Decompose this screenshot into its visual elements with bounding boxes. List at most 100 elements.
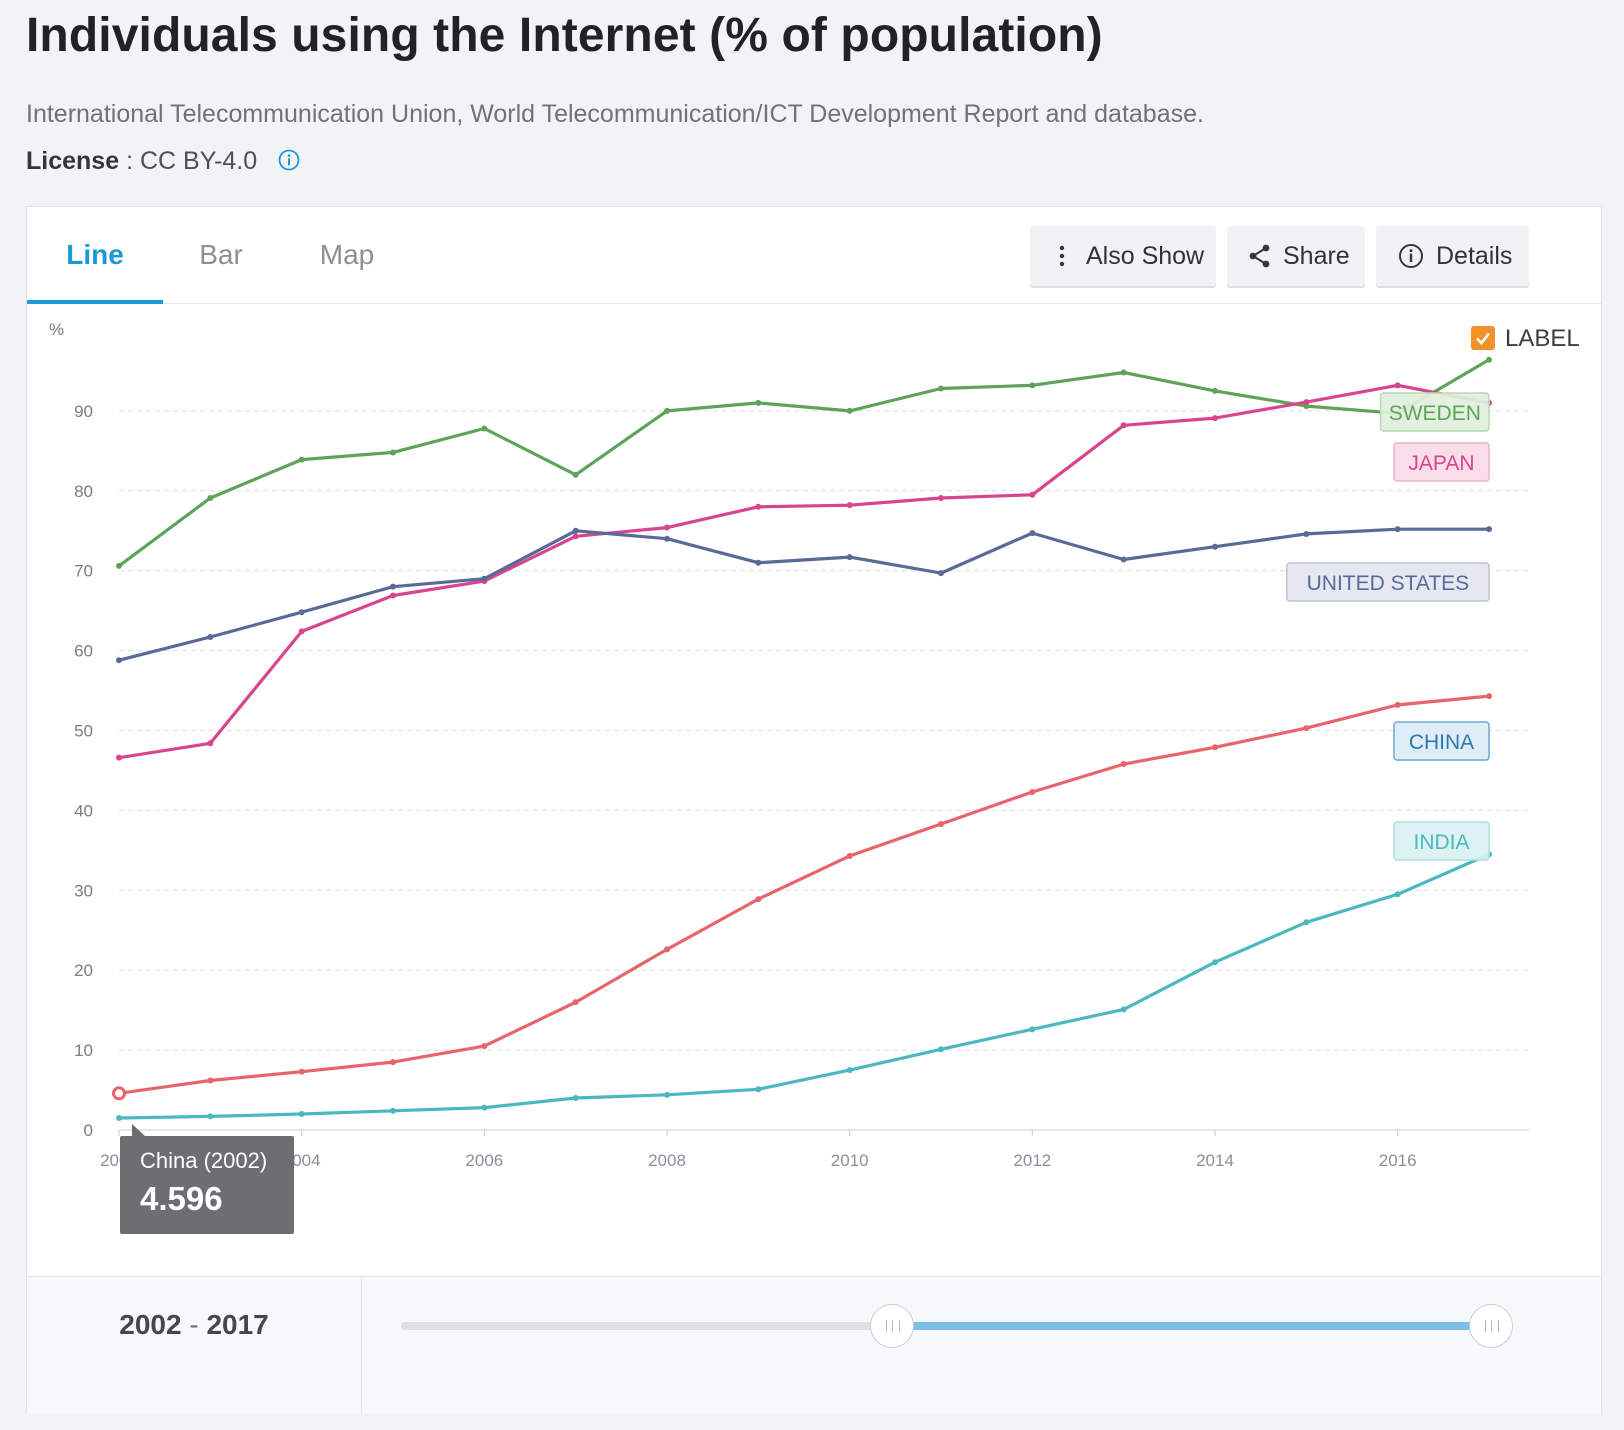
tooltip-pointer	[132, 1124, 145, 1136]
data-point	[572, 533, 579, 540]
details-button[interactable]: Details	[1376, 226, 1529, 286]
x-tick-label: 2010	[831, 1151, 869, 1170]
also-show-button[interactable]: Also Show	[1030, 226, 1216, 286]
x-tick-label: 2008	[648, 1151, 686, 1170]
also-show-label: Also Show	[1086, 242, 1205, 270]
data-point	[938, 570, 944, 577]
series-label-india: INDIA	[1393, 821, 1490, 861]
y-tick-label: 20	[74, 961, 93, 980]
y-tick-label: 80	[74, 482, 93, 501]
x-tick-label: 2016	[1379, 1151, 1417, 1170]
data-point	[938, 820, 944, 827]
y-axis-unit-label: %	[49, 320, 64, 339]
data-point	[1486, 356, 1492, 363]
y-tick-label: 0	[84, 1121, 93, 1140]
share-button[interactable]: Share	[1227, 226, 1365, 286]
series-label-china: CHINA	[1393, 721, 1490, 761]
data-point	[938, 385, 944, 392]
year-slider-end-handle[interactable]	[1469, 1304, 1513, 1348]
data-point	[1303, 399, 1310, 406]
data-point	[1029, 1026, 1036, 1033]
data-point	[1120, 761, 1127, 768]
y-tick-label: 70	[74, 562, 93, 581]
data-point	[846, 1067, 853, 1074]
data-point	[664, 1091, 670, 1098]
series-label-text: JAPAN	[1408, 452, 1474, 475]
data-point	[664, 407, 670, 414]
year-slider-selected-range	[891, 1322, 1491, 1330]
range-separator: -	[189, 1309, 199, 1340]
data-point	[846, 502, 853, 509]
year-slider-start-handle[interactable]	[869, 1304, 914, 1348]
data-point	[1029, 491, 1036, 498]
tab-map[interactable]: Map	[319, 239, 375, 270]
series-label-text: UNITED STATES	[1307, 572, 1470, 595]
data-point	[481, 1104, 488, 1111]
data-point	[207, 1077, 214, 1084]
data-point	[1486, 526, 1492, 533]
data-point	[1212, 387, 1218, 394]
vertical-dots-icon	[1059, 245, 1065, 267]
page-title: Individuals using the Internet (% of pop…	[26, 9, 1103, 62]
data-point	[390, 592, 396, 599]
series-line-sweden	[118, 358, 1490, 568]
data-point	[846, 852, 853, 859]
data-point	[298, 456, 305, 463]
year-range-label: 2002 - 2017	[27, 1277, 362, 1414]
data-point	[1120, 422, 1127, 429]
label-toggle-text: LABEL	[1505, 325, 1580, 352]
x-tick-label: 2014	[1196, 1151, 1234, 1170]
range-end-year: 2017	[206, 1309, 269, 1340]
data-point	[298, 1111, 305, 1118]
grip-icon	[1485, 1320, 1499, 1332]
license-separator: :	[126, 147, 140, 175]
info-icon[interactable]	[278, 149, 300, 171]
data-point	[1029, 789, 1036, 796]
data-point	[846, 554, 853, 561]
data-point	[572, 471, 579, 478]
data-point	[755, 559, 762, 566]
data-point	[1212, 415, 1218, 422]
data-point	[1212, 959, 1218, 966]
data-point	[207, 494, 214, 501]
data-point	[1120, 369, 1127, 376]
tab-line[interactable]: Line	[66, 239, 124, 270]
series-line-japan	[118, 383, 1490, 760]
chart-panel: Line Bar Map Also Show Share	[26, 206, 1602, 1414]
data-point	[207, 1113, 214, 1120]
data-point	[298, 1068, 305, 1075]
range-start-year: 2002	[119, 1309, 182, 1340]
data-point	[755, 399, 762, 406]
data-point	[664, 535, 670, 542]
data-point	[938, 1046, 944, 1053]
x-tick-label: 2012	[1013, 1151, 1051, 1170]
data-point	[755, 1086, 762, 1093]
data-point	[1120, 1006, 1127, 1013]
series-label-box	[1393, 721, 1490, 761]
data-point	[1120, 556, 1127, 563]
data-point	[755, 896, 762, 903]
license-value: CC BY-4.0	[139, 147, 258, 175]
data-point	[481, 575, 488, 582]
data-point	[572, 1095, 579, 1102]
label-checkbox[interactable]	[1471, 326, 1495, 350]
series-label-united-states: UNITED STATES	[1286, 562, 1490, 602]
data-point	[390, 1059, 396, 1066]
data-point	[390, 583, 396, 590]
data-point	[481, 425, 488, 432]
data-point	[1394, 526, 1401, 533]
data-point	[1394, 891, 1401, 898]
y-tick-label: 40	[74, 801, 93, 820]
tab-bar[interactable]: Bar	[199, 239, 243, 270]
data-point	[116, 657, 122, 664]
series-label-box	[1393, 442, 1490, 482]
x-tick-label: 2006	[465, 1151, 503, 1170]
data-point	[755, 503, 762, 510]
details-label: Details	[1436, 242, 1513, 270]
data-point	[1212, 543, 1218, 550]
data-point	[572, 527, 579, 534]
data-point	[664, 524, 670, 531]
data-point	[116, 754, 122, 761]
active-tab-indicator	[27, 300, 163, 304]
